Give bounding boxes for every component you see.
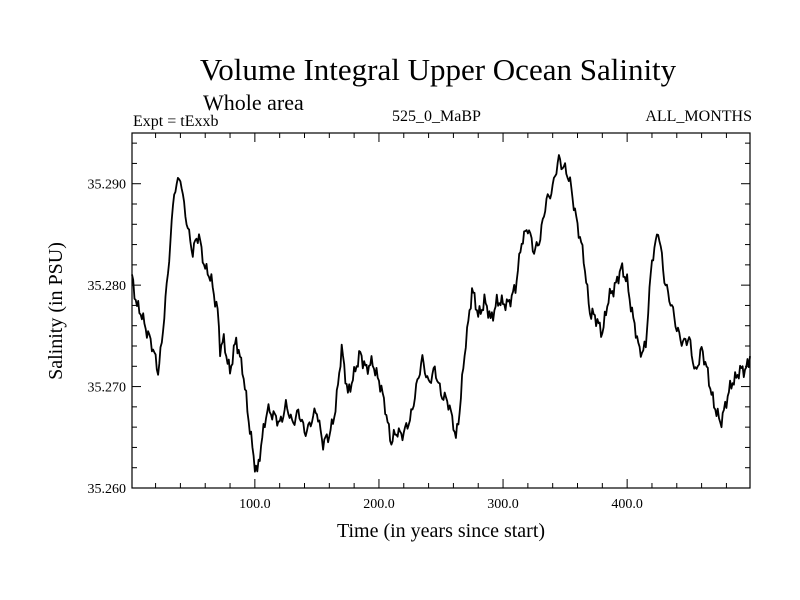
y-tick-label: 35.270 bbox=[88, 381, 127, 396]
chart-subtitle: Whole area bbox=[203, 90, 304, 115]
run-label: 525_0_MaBP bbox=[392, 108, 481, 125]
y-axis-title: Salinity (in PSU) bbox=[45, 242, 67, 380]
axis-tick-labels: 100.0 200.0 300.0 400.0 35.260 35.270 35.280 35… bbox=[88, 178, 643, 512]
y-tick-label: 35.260 bbox=[88, 482, 127, 497]
x-tick-label: 300.0 bbox=[487, 497, 519, 512]
x-tick-label: 200.0 bbox=[363, 497, 395, 512]
months-label: ALL_MONTHS bbox=[645, 108, 752, 125]
axis-ticks bbox=[132, 133, 750, 489]
salinity-line bbox=[131, 154, 751, 473]
x-tick-label: 400.0 bbox=[611, 497, 643, 512]
y-tick-label: 35.290 bbox=[88, 178, 127, 193]
plot-frame bbox=[131, 132, 751, 489]
experiment-label: Expt = tExxb bbox=[133, 113, 219, 130]
x-axis-title: Time (in years since start) bbox=[337, 520, 545, 542]
chart-title: Volume Integral Upper Ocean Salinity bbox=[199, 52, 677, 87]
x-tick-label: 100.0 bbox=[239, 497, 271, 512]
y-tick-label: 35.280 bbox=[88, 279, 127, 294]
